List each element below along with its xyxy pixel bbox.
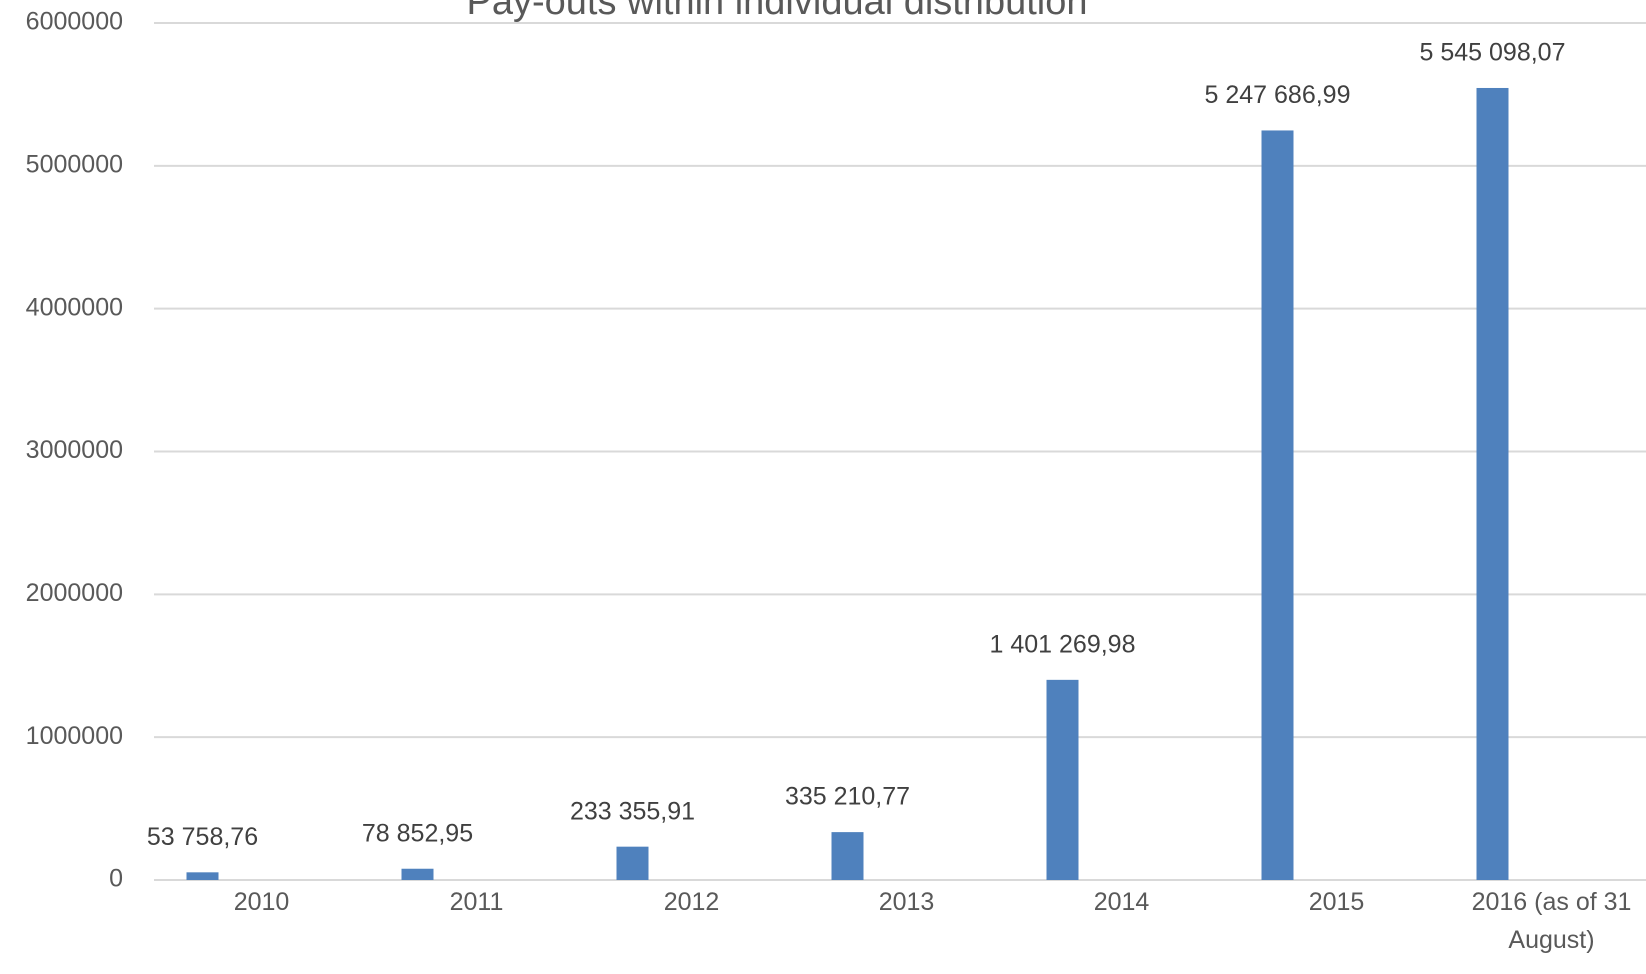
y-tick-label: 6000000 — [26, 8, 123, 36]
x-tick-label: 2012 — [663, 888, 720, 916]
chart-title: Pay-outs within individual distribution — [467, 0, 1088, 23]
y-tick-label: 2000000 — [26, 579, 123, 607]
y-tick-label: 3000000 — [26, 436, 123, 464]
data-label: 335 210,77 — [785, 783, 910, 811]
data-label: 5 247 686,99 — [1205, 81, 1351, 109]
bar — [616, 846, 649, 880]
x-tick-label: 2010 — [233, 888, 290, 916]
data-label: 5 545 098,07 — [1420, 39, 1566, 67]
bar — [1046, 679, 1079, 880]
y-tick-label: 5000000 — [26, 150, 123, 178]
y-tick-label: 1000000 — [26, 722, 123, 750]
x-tick-label: 2011 — [449, 888, 504, 916]
data-label: 53 758,76 — [147, 823, 258, 851]
data-label: 78 852,95 — [362, 819, 473, 847]
bar — [1261, 130, 1294, 880]
x-tick-label: 2016 (as of 31 August) — [1471, 888, 1632, 954]
x-tick-label: 2013 — [878, 888, 935, 916]
x-tick-label: 2015 — [1308, 888, 1365, 916]
bar — [186, 872, 219, 880]
bar — [1476, 87, 1509, 880]
y-tick-label: 0 — [109, 865, 123, 893]
bar — [401, 868, 434, 880]
y-tick-label: 4000000 — [26, 293, 123, 321]
bar — [831, 832, 864, 880]
data-label: 233 355,91 — [570, 797, 695, 825]
data-label: 1 401 269,98 — [990, 630, 1136, 658]
x-tick-label: 2014 — [1093, 888, 1150, 916]
